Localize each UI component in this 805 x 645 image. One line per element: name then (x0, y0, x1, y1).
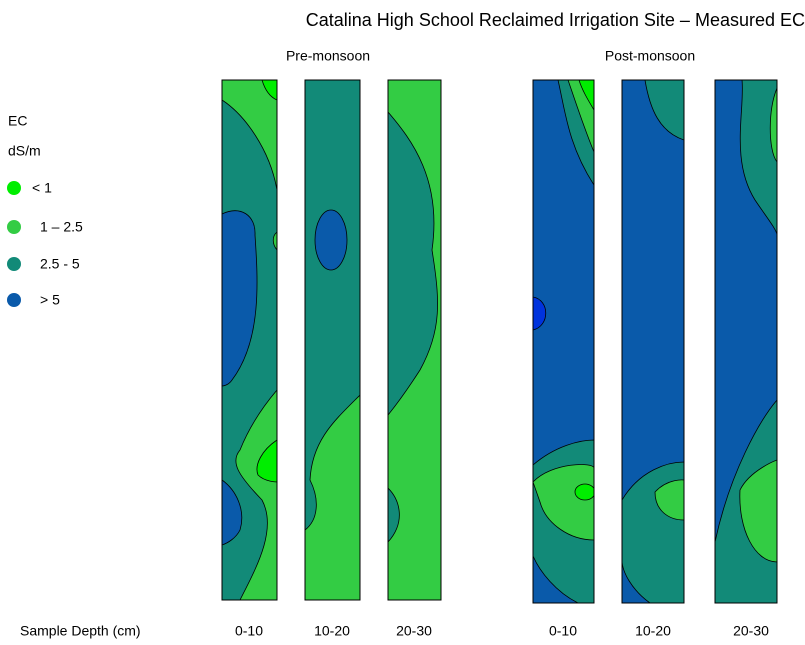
legend-swatch (7, 220, 21, 234)
legend-item: 2.5 - 5 (40, 256, 80, 272)
column-frame (304, 79, 361, 601)
group-label: Pre-monsoon (286, 48, 370, 64)
column-label: 20-30 (396, 623, 432, 639)
legend-title: EC (8, 113, 27, 129)
column-label: 10-20 (314, 623, 350, 639)
legend: EC dS/m < 1 1 – 2.5 2.5 - 5 > 5 (7, 113, 83, 308)
title: Catalina High School Reclaimed Irrigatio… (306, 10, 805, 30)
legend-swatch (7, 293, 21, 307)
legend-item: 1 – 2.5 (40, 219, 83, 235)
column-label: 0-10 (235, 623, 263, 639)
column-frame (221, 79, 278, 601)
column-label: 0-10 (549, 623, 577, 639)
legend-item: < 1 (32, 180, 52, 196)
contour-column (622, 80, 684, 603)
legend-item: > 5 (40, 292, 60, 308)
contour-column (305, 80, 360, 600)
contour-column (533, 80, 594, 603)
column-label: 20-30 (733, 623, 769, 639)
x-axis-label: Sample Depth (cm) (20, 623, 141, 639)
column-frame (532, 79, 595, 604)
legend-swatch (7, 181, 21, 195)
contour-column (222, 80, 277, 600)
group-label: Post-monsoon (605, 48, 695, 64)
contour-column (388, 80, 441, 600)
legend-unit: dS/m (8, 143, 41, 159)
column-label: 10-20 (635, 623, 671, 639)
column-frame (621, 79, 685, 604)
column-frame (387, 79, 442, 601)
contour-column (715, 80, 777, 603)
column-frame (714, 79, 778, 604)
legend-swatch (7, 257, 21, 271)
